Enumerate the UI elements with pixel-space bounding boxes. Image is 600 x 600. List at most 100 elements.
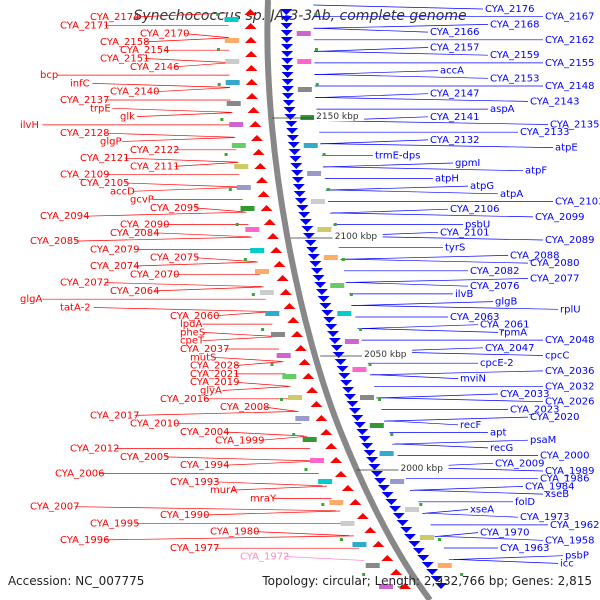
right-gene-arrow (368, 464, 381, 470)
left-gene-label: CYA_2105 (80, 178, 129, 189)
left-gene-arrow (330, 457, 343, 463)
right-leader-line (353, 304, 559, 310)
right-gene-arrow (306, 247, 319, 253)
feature-box (344, 339, 359, 344)
left-gene-arrow (245, 51, 258, 57)
left-gene-arrow (390, 569, 403, 575)
right-gene-arrow (285, 121, 298, 127)
left-gene-arrow (290, 331, 303, 337)
left-leader-line (74, 506, 336, 512)
right-gene-label: CYA_2167 (545, 12, 594, 23)
feature-box (236, 185, 251, 190)
left-gene-label: CYA_2170 (140, 29, 189, 40)
right-gene-arrow (291, 177, 304, 183)
left-gene-arrow (298, 359, 311, 365)
right-gene-label: CYA_2033 (500, 389, 549, 400)
feature-tick (333, 223, 337, 226)
right-gene-label: cpcC (545, 351, 569, 362)
feature-box (323, 255, 338, 260)
right-gene-arrow (299, 219, 312, 225)
right-gene-arrow (328, 338, 341, 344)
right-leader-line (378, 397, 544, 403)
feature-tick (359, 328, 363, 331)
right-gene-label: mviN (460, 374, 486, 385)
left-gene-label: CYA_2008 (220, 402, 269, 413)
feature-tick (460, 573, 464, 576)
feature-box (379, 451, 394, 456)
right-gene-arrow (363, 450, 376, 456)
left-gene-arrow (252, 149, 265, 155)
left-leader-line (134, 261, 258, 267)
feature-tick (378, 398, 381, 401)
right-gene-arrow (280, 16, 293, 22)
feature-box (224, 38, 239, 43)
right-gene-label: CYA_2047 (485, 343, 534, 354)
right-gene-arrow (325, 324, 338, 330)
right-gene-arrow (291, 170, 304, 176)
right-leader-line (321, 143, 554, 148)
feature-box (259, 290, 274, 295)
left-leader-line (124, 182, 241, 188)
right-leader-line (325, 185, 469, 191)
right-gene-arrow (281, 93, 294, 99)
right-gene-arrow (417, 555, 430, 561)
genome-summary-text: Topology: circular; Length: 2,932,766 bp… (262, 574, 592, 588)
feature-box (379, 584, 394, 589)
right-gene-label: CYA_2147 (430, 89, 479, 100)
right-gene-label: CYA_2168 (490, 19, 539, 30)
left-gene-label: CYA_2079 (90, 244, 139, 255)
left-gene-arrow (254, 163, 267, 169)
right-gene-arrow (353, 422, 366, 428)
left-gene-label: CYA_2072 (60, 278, 109, 289)
right-gene-arrow (281, 51, 294, 57)
left-gene-label: CYA_2028 (190, 361, 239, 372)
right-gene-label: CYA_1970 (480, 528, 529, 539)
left-gene-arrow (341, 485, 354, 491)
left-gene-label: CYA_2070 (130, 269, 179, 280)
right-gene-label: psaM (530, 435, 556, 446)
right-gene-label: CYA_2143 (530, 96, 579, 107)
left-gene-label: CYA_2084 (110, 228, 159, 239)
right-gene-arrow (319, 303, 332, 309)
kbp-tick-label: 2000 kbp (401, 464, 444, 474)
right-leader-line (386, 420, 459, 426)
kbp-tick-bg (362, 348, 413, 359)
left-leader-line (104, 535, 354, 541)
right-gene-arrow (435, 583, 448, 589)
right-gene-arrow (323, 317, 336, 323)
left-gene-label: CYA_2094 (40, 211, 89, 222)
left-leader-line (144, 58, 230, 63)
feature-tick (280, 398, 283, 401)
feature-tick (261, 328, 265, 331)
left-gene-label: glk (120, 112, 135, 123)
left-gene-arrow (349, 499, 362, 505)
left-gene-label: bcp (40, 70, 58, 81)
feature-box (234, 164, 249, 169)
right-leader-line (439, 535, 544, 541)
left-gene-label: CYA_2005 (120, 452, 169, 463)
left-leader-line (104, 282, 262, 287)
left-leader-line (164, 456, 313, 462)
right-gene-label: atpE (555, 143, 578, 154)
left-leader-line (254, 531, 350, 536)
feature-box (420, 535, 434, 540)
right-gene-arrow (377, 485, 390, 491)
right-gene-arrow (389, 506, 402, 512)
right-gene-arrow (296, 205, 309, 211)
left-gene-label: pheS (180, 327, 205, 338)
right-gene-arrow (321, 310, 334, 316)
feature-tick (216, 13, 220, 16)
left-gene-label: CYA_2171 (60, 20, 109, 31)
right-leader-line (448, 555, 564, 561)
right-leader-line (359, 328, 499, 333)
feature-tick (390, 433, 394, 436)
feature-box (303, 143, 318, 148)
right-gene-arrow (281, 58, 294, 64)
left-gene-label: gcvP (130, 195, 154, 206)
left-gene-label: CYA_2111 (130, 161, 179, 172)
right-leader-line (318, 120, 549, 125)
feature-tick (341, 258, 345, 261)
right-gene-arrow (330, 345, 343, 351)
left-gene-label: glgP (100, 137, 122, 148)
feature-box (226, 101, 241, 106)
